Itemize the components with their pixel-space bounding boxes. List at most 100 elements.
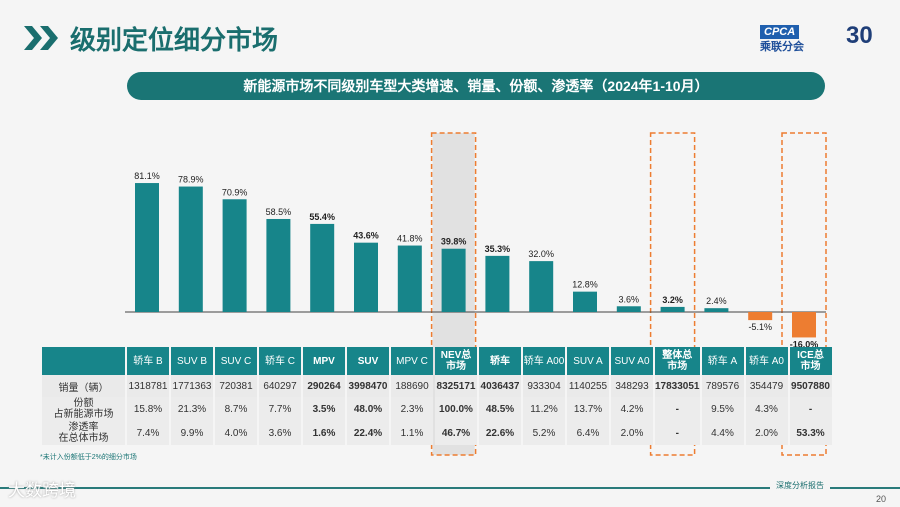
data-label: 39.8%: [441, 237, 467, 247]
table-cell: 48.0%: [347, 397, 389, 421]
footer-report: 深度分析报告: [770, 480, 830, 491]
table-cell: 2.3%: [391, 397, 433, 421]
data-label: 81.1%: [134, 171, 160, 181]
column-header: SUV B: [171, 347, 213, 375]
bar: [441, 248, 466, 312]
bar: [222, 199, 247, 312]
footnote: *未计入份额低于2%的细分市场: [40, 454, 137, 461]
table-cell: 354479: [745, 375, 788, 397]
table-cell: 7.4%: [127, 421, 169, 445]
column-header: SUV: [347, 347, 389, 375]
table-cell: 1318781: [127, 375, 169, 397]
row-label: 份额 占新能源市场: [42, 397, 125, 421]
data-label: 41.8%: [397, 234, 423, 244]
data-label: 70.9%: [222, 187, 248, 197]
data-label: -5.1%: [748, 322, 772, 332]
table-cell: 9507880: [789, 375, 832, 397]
bar: [573, 291, 597, 312]
table-cell: 933304: [523, 375, 565, 397]
table-cell: 21.3%: [171, 397, 213, 421]
column-header: 轿车 C: [259, 347, 301, 375]
table-cell: 4.0%: [215, 421, 257, 445]
bar: [529, 261, 554, 312]
data-label: 43.6%: [353, 231, 379, 241]
table-row: 销量（辆） 1318781 1771363 720381 640297 290264 399…: [42, 375, 832, 397]
bar: [748, 312, 773, 321]
anniversary-logo: 30: [846, 22, 873, 49]
table-cell: 4.2%: [611, 397, 653, 421]
table-cell: -: [789, 397, 832, 421]
data-label: 55.4%: [309, 212, 335, 222]
table-cell: 100.0%: [435, 397, 477, 421]
bar: [178, 186, 203, 312]
column-header: 轿车 A: [701, 347, 744, 375]
bar: [266, 218, 291, 312]
table-cell: 15.8%: [127, 397, 169, 421]
page-title: 级别定位细分市场: [70, 25, 279, 55]
column-header: MPV: [303, 347, 345, 375]
data-label: 32.0%: [528, 249, 554, 259]
row-label: 渗透率 在总体市场: [42, 421, 125, 445]
data-table: 轿车 B SUV B SUV C 轿车 C MPV SUV MPV C NEV总 市场 轿车 轿车…: [40, 347, 834, 445]
cpca-logo: CPCA 乘联分会: [760, 25, 804, 54]
table-row: 渗透率 在总体市场 7.4% 9.9% 4.0% 3.6% 1.6% 22.4% 1.1% 46…: [42, 421, 832, 445]
table-cell: 13.7%: [567, 397, 609, 421]
table-cell: 9.5%: [701, 397, 744, 421]
page-number: 20: [876, 494, 887, 504]
table-cell: 22.4%: [347, 421, 389, 445]
column-header: NEV总 市场: [435, 347, 477, 375]
table-cell: 6.4%: [567, 421, 609, 445]
table-cell: 1771363: [171, 375, 213, 397]
chart-subtitle: 新能源市场不同级别车型大类增速、销量、份额、渗透率（2024年1-10月）: [127, 72, 825, 100]
table-cell: 4.3%: [745, 397, 788, 421]
table-cell: 2.0%: [611, 421, 653, 445]
table-cell: 3.5%: [303, 397, 345, 421]
table-cell: 720381: [215, 375, 257, 397]
bar: [660, 306, 685, 312]
column-header: 轿车 A00: [523, 347, 565, 375]
table-cell: 9.9%: [171, 421, 213, 445]
table-cell: 290264: [303, 375, 345, 397]
table-cell: 4036437: [479, 375, 521, 397]
table-cell: 789576: [701, 375, 744, 397]
data-label: 35.3%: [485, 244, 511, 254]
logo-text: CPCA: [760, 25, 800, 39]
data-label: 2.4%: [706, 296, 727, 306]
header-blank: [42, 347, 125, 375]
column-header: 轿车 A0: [745, 347, 788, 375]
table-cell: 48.5%: [479, 397, 521, 421]
table-cell: 1140255: [567, 375, 609, 397]
logo-sub: 乘联分会: [760, 41, 804, 53]
table-cell: 640297: [259, 375, 301, 397]
table-cell: 46.7%: [435, 421, 477, 445]
table-cell: 1.1%: [391, 421, 433, 445]
highlight-box: [430, 132, 477, 456]
bar: [616, 306, 641, 312]
table-cell: 53.3%: [789, 421, 832, 445]
table-header-row: 轿车 B SUV B SUV C 轿车 C MPV SUV MPV C NEV总 市场 轿车 轿车…: [42, 347, 832, 375]
data-label: 12.8%: [572, 280, 598, 290]
table-cell: 348293: [611, 375, 653, 397]
column-header: SUV A: [567, 347, 609, 375]
data-label: 3.2%: [662, 295, 683, 305]
row-label: 销量（辆）: [42, 375, 125, 397]
bar: [704, 308, 729, 312]
table-cell: 3.6%: [259, 421, 301, 445]
table-cell: 3998470: [347, 375, 389, 397]
bar: [397, 245, 422, 312]
data-label: 3.6%: [619, 294, 640, 304]
column-header: 轿车 B: [127, 347, 169, 375]
table-cell: -: [655, 421, 700, 445]
column-header: ICE总 市场: [789, 347, 832, 375]
bar: [354, 242, 378, 312]
watermark: 大数跨境: [8, 481, 76, 500]
bar: [310, 223, 335, 312]
table-cell: 11.2%: [523, 397, 565, 421]
data-label: 78.9%: [178, 175, 204, 185]
table-cell: 8.7%: [215, 397, 257, 421]
column-header: SUV A0: [611, 347, 653, 375]
chevron-icon: [24, 26, 58, 50]
table-cell: 22.6%: [479, 421, 521, 445]
table-cell: -: [655, 397, 700, 421]
